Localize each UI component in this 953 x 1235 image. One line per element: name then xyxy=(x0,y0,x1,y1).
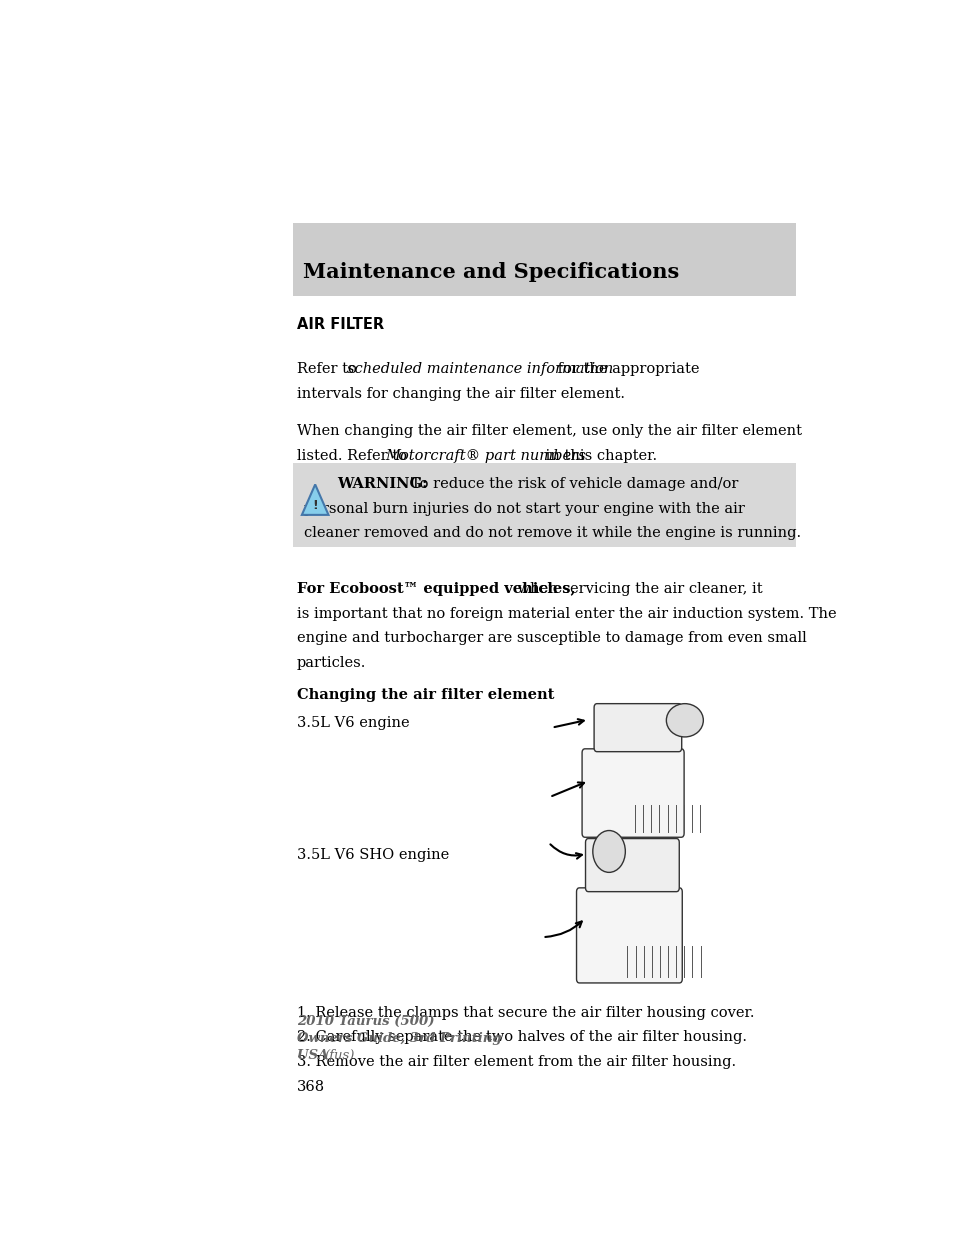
Text: Changing the air filter element: Changing the air filter element xyxy=(296,688,554,703)
Ellipse shape xyxy=(665,704,702,737)
Text: when servicing the air cleaner, it: when servicing the air cleaner, it xyxy=(512,582,761,597)
FancyBboxPatch shape xyxy=(585,839,679,892)
Text: is important that no foreign material enter the air induction system. The: is important that no foreign material en… xyxy=(296,606,836,621)
Text: cleaner removed and do not remove it while the engine is running.: cleaner removed and do not remove it whi… xyxy=(304,526,801,541)
FancyBboxPatch shape xyxy=(293,224,795,295)
Text: engine and turbocharger are susceptible to damage from even small: engine and turbocharger are susceptible … xyxy=(296,631,805,646)
Text: particles.: particles. xyxy=(296,656,366,671)
Text: in this chapter.: in this chapter. xyxy=(540,448,657,463)
Text: Maintenance and Specifications: Maintenance and Specifications xyxy=(302,262,679,283)
Circle shape xyxy=(592,830,624,872)
FancyBboxPatch shape xyxy=(576,888,681,983)
Text: Owners Guide, 3rd Printing: Owners Guide, 3rd Printing xyxy=(296,1031,500,1045)
Text: listed. Refer to: listed. Refer to xyxy=(296,448,411,463)
Text: 3. Remove the air filter element from the air filter housing.: 3. Remove the air filter element from th… xyxy=(296,1055,735,1070)
Polygon shape xyxy=(301,484,328,515)
Text: 2. Carefully separate the two halves of the air filter housing.: 2. Carefully separate the two halves of … xyxy=(296,1030,746,1045)
Text: AIR FILTER: AIR FILTER xyxy=(296,317,383,332)
Text: 3.5L V6 SHO engine: 3.5L V6 SHO engine xyxy=(296,847,449,862)
Text: personal burn injuries do not start your engine with the air: personal burn injuries do not start your… xyxy=(304,501,744,516)
Text: For Ecoboost™ equipped vehicles,: For Ecoboost™ equipped vehicles, xyxy=(296,582,575,597)
Text: for the appropriate: for the appropriate xyxy=(553,362,699,375)
Text: Motorcraft® part numbers: Motorcraft® part numbers xyxy=(385,448,585,463)
Text: Refer to: Refer to xyxy=(296,362,361,375)
Text: (fus): (fus) xyxy=(324,1049,355,1062)
FancyBboxPatch shape xyxy=(594,704,681,752)
Text: When changing the air filter element, use only the air filter element: When changing the air filter element, us… xyxy=(296,424,801,437)
Text: 1. Release the clamps that secure the air filter housing cover.: 1. Release the clamps that secure the ai… xyxy=(296,1005,754,1020)
Text: 2010 Taurus (500): 2010 Taurus (500) xyxy=(296,1014,434,1028)
Text: scheduled maintenance information: scheduled maintenance information xyxy=(346,362,612,375)
Text: WARNING:: WARNING: xyxy=(337,477,433,492)
FancyBboxPatch shape xyxy=(581,748,683,837)
Text: To reduce the risk of vehicle damage and/or: To reduce the risk of vehicle damage and… xyxy=(411,477,738,492)
Text: !: ! xyxy=(312,499,317,511)
Text: intervals for changing the air filter element.: intervals for changing the air filter el… xyxy=(296,387,624,400)
FancyBboxPatch shape xyxy=(293,463,795,547)
Text: 368: 368 xyxy=(296,1079,324,1094)
Text: USA: USA xyxy=(296,1049,333,1062)
Text: 3.5L V6 engine: 3.5L V6 engine xyxy=(296,715,409,730)
